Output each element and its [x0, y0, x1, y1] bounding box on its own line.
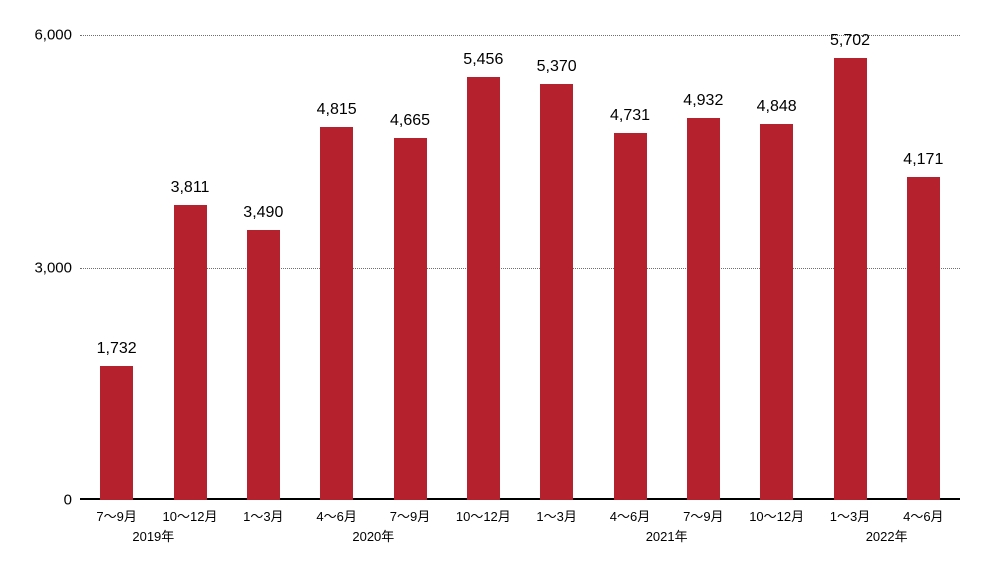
bar-value-label: 3,811 — [171, 179, 210, 197]
y-tick-label: 6,000 — [34, 27, 80, 44]
x-tick-label: 10～12月 — [163, 500, 218, 525]
bar — [100, 366, 133, 500]
x-tick-label: 4～6月 — [903, 500, 943, 525]
x-tick-label: 7～9月 — [96, 500, 136, 525]
bar-value-label: 4,731 — [610, 107, 650, 125]
x-tick-label: 4～6月 — [610, 500, 650, 525]
bar-value-label: 5,370 — [537, 58, 577, 76]
grid-line — [80, 268, 960, 269]
bar-value-label: 4,932 — [683, 92, 723, 110]
bar — [320, 127, 353, 500]
bar-value-label: 4,815 — [317, 101, 357, 119]
bar — [834, 58, 867, 500]
bar — [907, 177, 940, 500]
bar — [614, 133, 647, 500]
bar — [760, 124, 793, 500]
bar — [247, 230, 280, 500]
x-tick-label: 1～3月 — [830, 500, 870, 525]
bar — [687, 118, 720, 500]
x-tick-label: 4～6月 — [316, 500, 356, 525]
year-label: 2021年 — [646, 526, 688, 545]
bar-value-label: 5,456 — [463, 51, 503, 69]
plot-area: 03,0006,0001,7327～9月3,81110～12月3,4901～3月… — [80, 35, 960, 500]
x-tick-label: 1～3月 — [536, 500, 576, 525]
bar-value-label: 3,490 — [243, 204, 283, 222]
bar — [467, 77, 500, 500]
x-tick-label: 7～9月 — [683, 500, 723, 525]
bar-value-label: 1,732 — [97, 340, 137, 358]
y-tick-label: 0 — [64, 492, 80, 509]
year-label: 2020年 — [352, 526, 394, 545]
x-tick-label: 10～12月 — [749, 500, 804, 525]
bar — [174, 205, 207, 500]
bar-value-label: 5,702 — [830, 32, 870, 50]
bar-value-label: 4,171 — [903, 151, 943, 169]
bar-value-label: 4,665 — [390, 112, 430, 130]
x-tick-label: 7～9月 — [390, 500, 430, 525]
year-label: 2022年 — [866, 526, 908, 545]
bar — [540, 84, 573, 500]
bar — [394, 138, 427, 500]
grid-line — [80, 35, 960, 36]
y-tick-label: 3,000 — [34, 259, 80, 276]
x-tick-label: 10～12月 — [456, 500, 511, 525]
x-tick-label: 1～3月 — [243, 500, 283, 525]
year-label: 2019年 — [132, 526, 174, 545]
bar-chart: 0 3,000 6,000 1,732 7～9月 3,811 10～12月 3,490 1～3月… — [0, 0, 985, 575]
bar-value-label: 4,848 — [757, 98, 797, 116]
